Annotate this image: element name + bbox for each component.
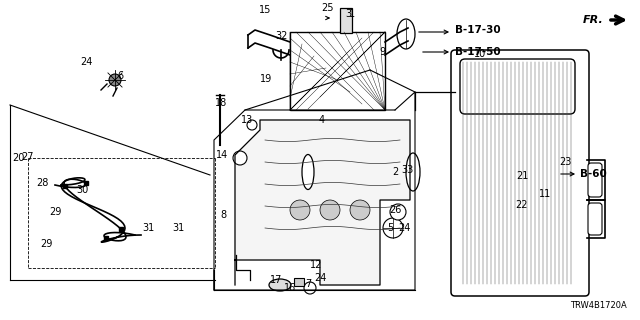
- Text: 11: 11: [539, 189, 551, 199]
- Circle shape: [350, 200, 370, 220]
- Bar: [294, 278, 304, 286]
- FancyBboxPatch shape: [588, 203, 602, 235]
- Text: 24: 24: [314, 273, 326, 283]
- Text: FR.: FR.: [583, 15, 604, 25]
- Text: 27: 27: [22, 152, 35, 162]
- Circle shape: [383, 218, 403, 238]
- Bar: [290, 32, 385, 110]
- Text: B-60: B-60: [580, 169, 607, 179]
- Circle shape: [390, 204, 406, 220]
- Circle shape: [304, 282, 316, 294]
- Text: 20: 20: [12, 153, 24, 163]
- Text: 14: 14: [216, 150, 228, 160]
- Text: 33: 33: [401, 165, 413, 175]
- Text: 2: 2: [392, 167, 398, 177]
- Text: 8: 8: [220, 210, 226, 220]
- Text: 17: 17: [270, 275, 282, 285]
- Text: 26: 26: [389, 205, 401, 215]
- Ellipse shape: [302, 155, 314, 189]
- Text: 16: 16: [284, 283, 296, 293]
- Text: 1: 1: [349, 9, 355, 19]
- Text: 31: 31: [172, 223, 184, 233]
- Text: 32: 32: [275, 31, 287, 41]
- Ellipse shape: [406, 153, 420, 191]
- Text: 30: 30: [76, 185, 88, 195]
- Circle shape: [233, 151, 247, 165]
- Text: 13: 13: [241, 115, 253, 125]
- Text: 24: 24: [80, 57, 92, 67]
- Text: 22: 22: [516, 200, 528, 210]
- Text: 31: 31: [142, 223, 154, 233]
- Circle shape: [290, 200, 310, 220]
- FancyBboxPatch shape: [588, 163, 602, 197]
- Text: 3: 3: [345, 9, 351, 19]
- Text: 29: 29: [49, 207, 61, 217]
- Circle shape: [247, 120, 257, 130]
- FancyBboxPatch shape: [451, 50, 589, 296]
- Text: 5: 5: [387, 223, 393, 233]
- Text: 4: 4: [319, 115, 325, 125]
- Text: 24: 24: [398, 223, 410, 233]
- Text: 28: 28: [36, 178, 48, 188]
- Text: 7: 7: [305, 279, 311, 289]
- Text: 12: 12: [310, 260, 322, 270]
- Circle shape: [109, 74, 121, 86]
- FancyBboxPatch shape: [460, 59, 575, 114]
- Bar: [340, 8, 352, 33]
- Text: 10: 10: [474, 49, 486, 59]
- Text: 9: 9: [379, 47, 385, 57]
- Polygon shape: [235, 120, 410, 285]
- Text: B-17-30: B-17-30: [455, 25, 500, 35]
- Text: B-17-50: B-17-50: [455, 47, 500, 57]
- Text: 18: 18: [215, 98, 227, 108]
- Circle shape: [320, 200, 340, 220]
- Text: 15: 15: [259, 5, 271, 15]
- Ellipse shape: [269, 279, 291, 291]
- Text: 29: 29: [40, 239, 52, 249]
- Text: 19: 19: [260, 74, 272, 84]
- Text: 6: 6: [117, 71, 123, 81]
- Text: TRW4B1720A: TRW4B1720A: [570, 300, 627, 309]
- Text: 25: 25: [321, 3, 333, 13]
- Ellipse shape: [397, 19, 415, 49]
- Text: 21: 21: [516, 171, 528, 181]
- Text: 23: 23: [559, 157, 571, 167]
